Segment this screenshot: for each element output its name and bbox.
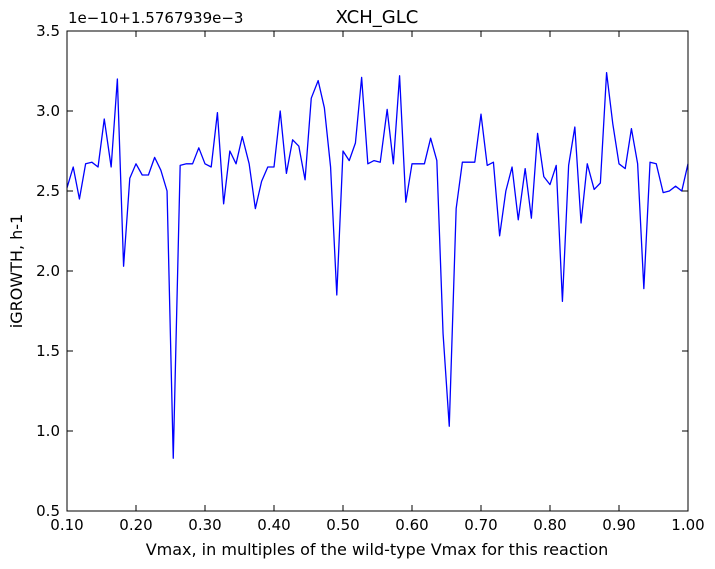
y-tick-label: 1.0 [36, 422, 60, 440]
x-tick-label: 0.40 [257, 516, 290, 534]
y-tick-label: 2.0 [36, 262, 60, 280]
y-axis: 0.5 1.0 1.5 2.0 2.5 3.0 3.5 [36, 22, 688, 520]
x-tick-label: 0.70 [464, 516, 497, 534]
x-tick-label: 0.30 [188, 516, 221, 534]
x-tick-label: 0.50 [326, 516, 359, 534]
x-tick-label: 0.90 [602, 516, 635, 534]
y-axis-label: iGROWTH, h-1 [7, 214, 26, 328]
chart-title: XCH_GLC [336, 7, 419, 28]
series-line [66, 71, 689, 459]
y-tick-label: 3.5 [36, 22, 60, 40]
y-offset-text: 1e−10+1.5767939e−3 [68, 9, 243, 27]
y-tick-label: 2.5 [36, 182, 60, 200]
plot-background [67, 31, 688, 511]
y-tick-label: 0.5 [36, 502, 60, 520]
y-tick-label: 1.5 [36, 342, 60, 360]
x-axis-label: Vmax, in multiples of the wild-type Vmax… [146, 540, 609, 559]
x-tick-label: 0.10 [50, 516, 83, 534]
y-tick-label: 3.0 [36, 102, 60, 120]
x-axis: 0.10 0.20 0.30 0.40 0.50 0.60 0.70 0.80 0.90 1.00 [50, 31, 705, 534]
plot-area [66, 30, 689, 512]
x-tick-label: 1.00 [671, 516, 704, 534]
x-tick-label: 0.80 [533, 516, 566, 534]
x-tick-label: 0.60 [395, 516, 428, 534]
x-tick-label: 0.20 [119, 516, 152, 534]
